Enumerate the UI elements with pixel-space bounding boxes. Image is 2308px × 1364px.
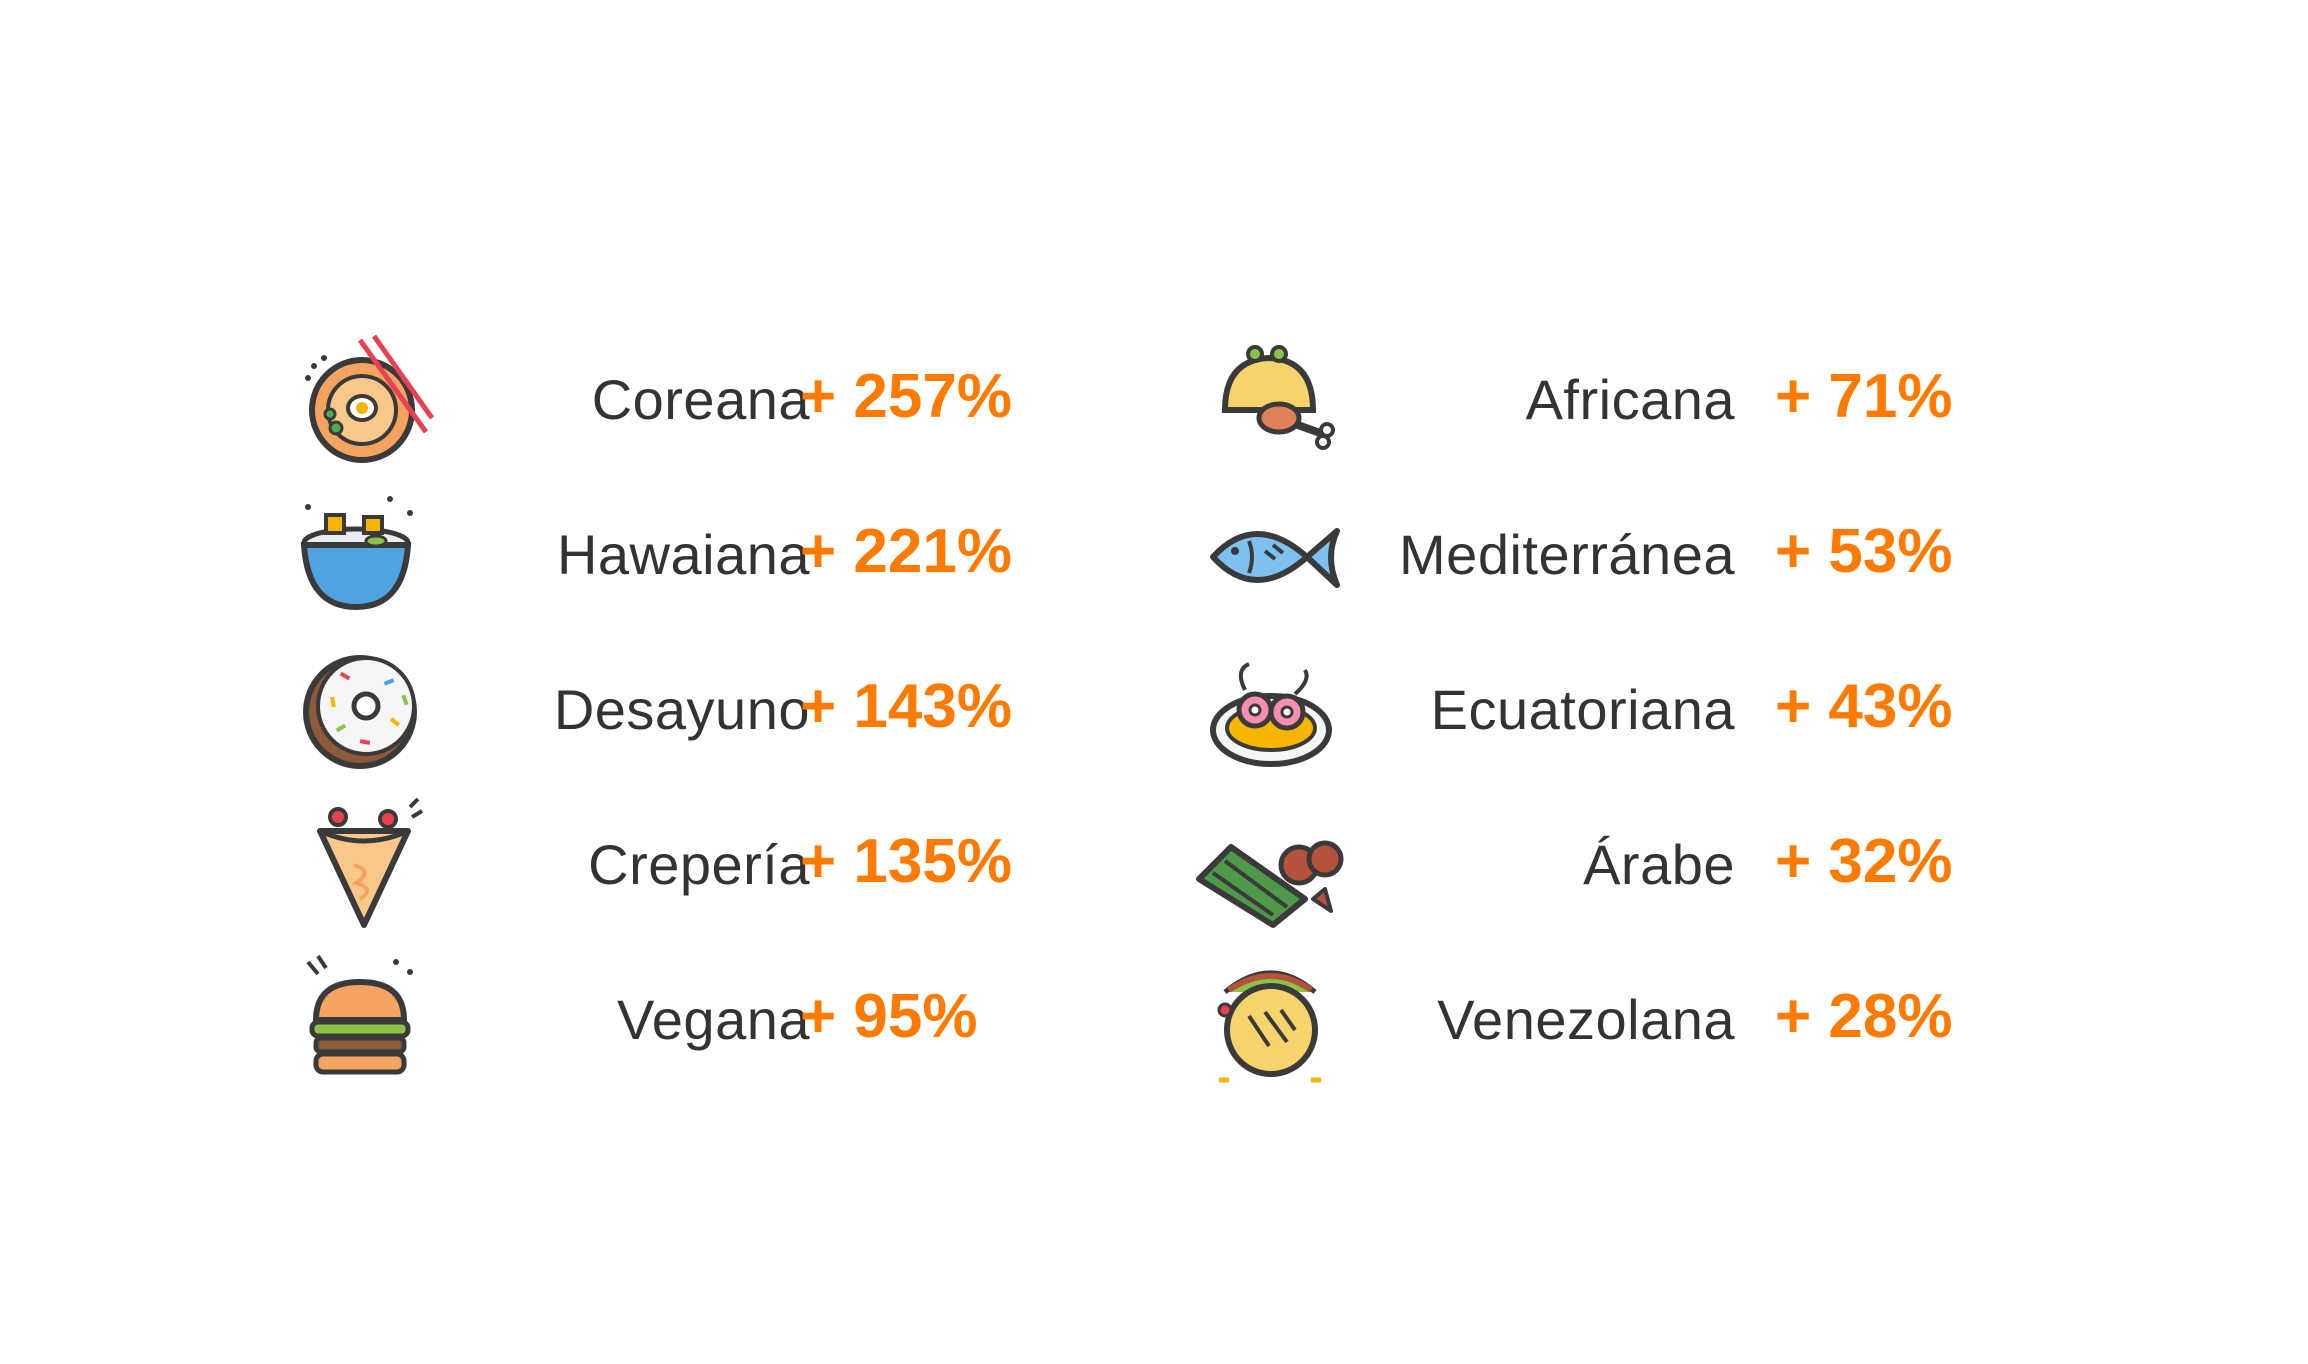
cuisine-name: Hawaiana bbox=[556, 523, 810, 586]
right-column: Africana + 71% Mediterránea + 53% bbox=[1195, 322, 2015, 1097]
growth-percentage: + 43% bbox=[1775, 672, 1953, 741]
empanada-drumstick-icon bbox=[1195, 330, 1345, 470]
cuisine-name: Crepería bbox=[588, 833, 810, 896]
falafel-wrap-icon bbox=[1195, 795, 1345, 935]
cuisine-name: Desayuno bbox=[553, 678, 810, 741]
crepe-icon bbox=[300, 795, 450, 935]
list-item: Desayuno + 143% bbox=[300, 632, 1060, 787]
burger-icon bbox=[300, 950, 450, 1090]
growth-percentage: + 135% bbox=[800, 827, 1013, 896]
list-item: Crepería + 135% bbox=[300, 787, 1060, 942]
list-item: Ecuatoriana + 43% bbox=[1195, 632, 2015, 787]
list-item: Árabe + 32% bbox=[1195, 787, 2015, 942]
list-item: Coreana + 257% bbox=[300, 322, 1060, 477]
growth-percentage: + 32% bbox=[1775, 827, 1953, 896]
growth-percentage: + 53% bbox=[1775, 517, 1953, 586]
left-column: Coreana + 257% Hawaiana + 221% bbox=[300, 322, 1060, 1097]
cuisine-name: Coreana bbox=[591, 368, 810, 431]
growth-percentage: + 95% bbox=[800, 982, 978, 1051]
list-item: Vegana + 95% bbox=[300, 942, 1060, 1097]
arepa-icon bbox=[1195, 950, 1345, 1090]
donut-icon bbox=[300, 640, 450, 780]
growth-percentage: + 221% bbox=[800, 517, 1013, 586]
growth-percentage: + 257% bbox=[800, 362, 1013, 431]
cuisine-name: Árabe bbox=[1583, 833, 1735, 896]
shrimp-plate-icon bbox=[1195, 640, 1345, 780]
growth-percentage: + 71% bbox=[1775, 362, 1953, 431]
growth-percentage: + 28% bbox=[1775, 982, 1953, 1051]
cuisine-name: Ecuatoriana bbox=[1430, 678, 1735, 741]
list-item: Venezolana + 28% bbox=[1195, 942, 2015, 1097]
ramen-bowl-icon bbox=[300, 330, 450, 470]
cuisine-name: Venezolana bbox=[1437, 988, 1735, 1051]
cuisine-name: Africana bbox=[1525, 368, 1735, 431]
fish-icon bbox=[1195, 485, 1345, 625]
poke-bowl-icon bbox=[300, 485, 450, 625]
list-item: Mediterránea + 53% bbox=[1195, 477, 2015, 632]
list-item: Africana + 71% bbox=[1195, 322, 2015, 477]
cuisine-name: Mediterránea bbox=[1399, 523, 1735, 586]
growth-percentage: + 143% bbox=[800, 672, 1013, 741]
list-item: Hawaiana + 221% bbox=[300, 477, 1060, 632]
cuisine-name: Vegana bbox=[617, 988, 810, 1051]
